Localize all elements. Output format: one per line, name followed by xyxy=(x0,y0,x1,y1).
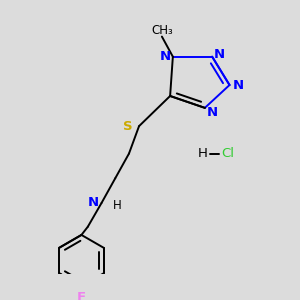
Text: CH₃: CH₃ xyxy=(151,24,173,37)
Text: S: S xyxy=(123,120,133,133)
Text: N: N xyxy=(214,48,225,61)
Text: Cl: Cl xyxy=(221,147,234,160)
Text: N: N xyxy=(160,50,171,63)
Text: H: H xyxy=(198,147,208,160)
Text: N: N xyxy=(88,196,99,209)
Text: N: N xyxy=(232,79,243,92)
Text: H: H xyxy=(112,199,121,212)
Text: N: N xyxy=(207,106,218,119)
Text: F: F xyxy=(77,291,86,300)
